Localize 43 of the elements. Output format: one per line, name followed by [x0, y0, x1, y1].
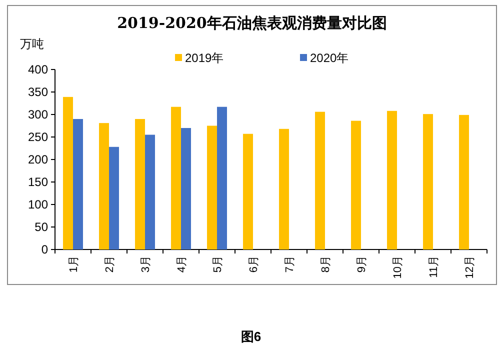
x-tick-label: 1月: [68, 256, 80, 273]
bar: [73, 119, 83, 250]
bar: [423, 114, 433, 250]
bar: [459, 114, 469, 250]
legend-label: 2020年: [310, 51, 349, 65]
x-tick-label: 11月: [428, 256, 440, 278]
bar: [99, 123, 109, 250]
bar: [63, 96, 73, 250]
x-tick-label: 4月: [176, 256, 188, 273]
x-tick-label: 12月: [464, 256, 476, 279]
bar: [217, 106, 227, 250]
y-tick-label: 100: [28, 198, 48, 212]
bar: [171, 106, 181, 250]
bar: [243, 134, 253, 250]
bar: [145, 134, 155, 250]
y-axis-title: 万吨: [20, 37, 44, 51]
bar: [181, 128, 191, 250]
y-tick-label: 250: [28, 130, 48, 144]
x-tick-label: 7月: [284, 256, 296, 273]
x-tick-label: 6月: [248, 256, 260, 273]
y-tick-label: 200: [28, 152, 48, 166]
y-tick-label: 150: [28, 175, 48, 189]
bar: [315, 112, 325, 250]
caption: 图6: [240, 329, 262, 344]
bar: [135, 119, 145, 250]
bar: [109, 146, 119, 250]
x-tick-label: 3月: [140, 256, 152, 273]
y-tick-label: 50: [34, 220, 48, 234]
x-tick-label: 10月: [392, 256, 404, 279]
x-tick-label: 5月: [212, 256, 224, 273]
y-tick-label: 350: [28, 85, 48, 99]
legend-label: 2019年: [185, 51, 224, 65]
x-tick-label: 8月: [320, 256, 332, 273]
y-tick-label: 300: [28, 108, 48, 122]
y-tick-label: 0: [41, 242, 48, 256]
bar: [351, 120, 361, 250]
chart-title: 2019-2020年石油焦表观消费量对比图: [117, 14, 387, 32]
bar: [387, 110, 397, 250]
bar: [207, 126, 217, 250]
y-tick-label: 400: [28, 62, 48, 76]
x-tick-label: 9月: [356, 256, 368, 273]
x-tick-label: 2月: [104, 256, 116, 273]
bar: [279, 128, 289, 250]
